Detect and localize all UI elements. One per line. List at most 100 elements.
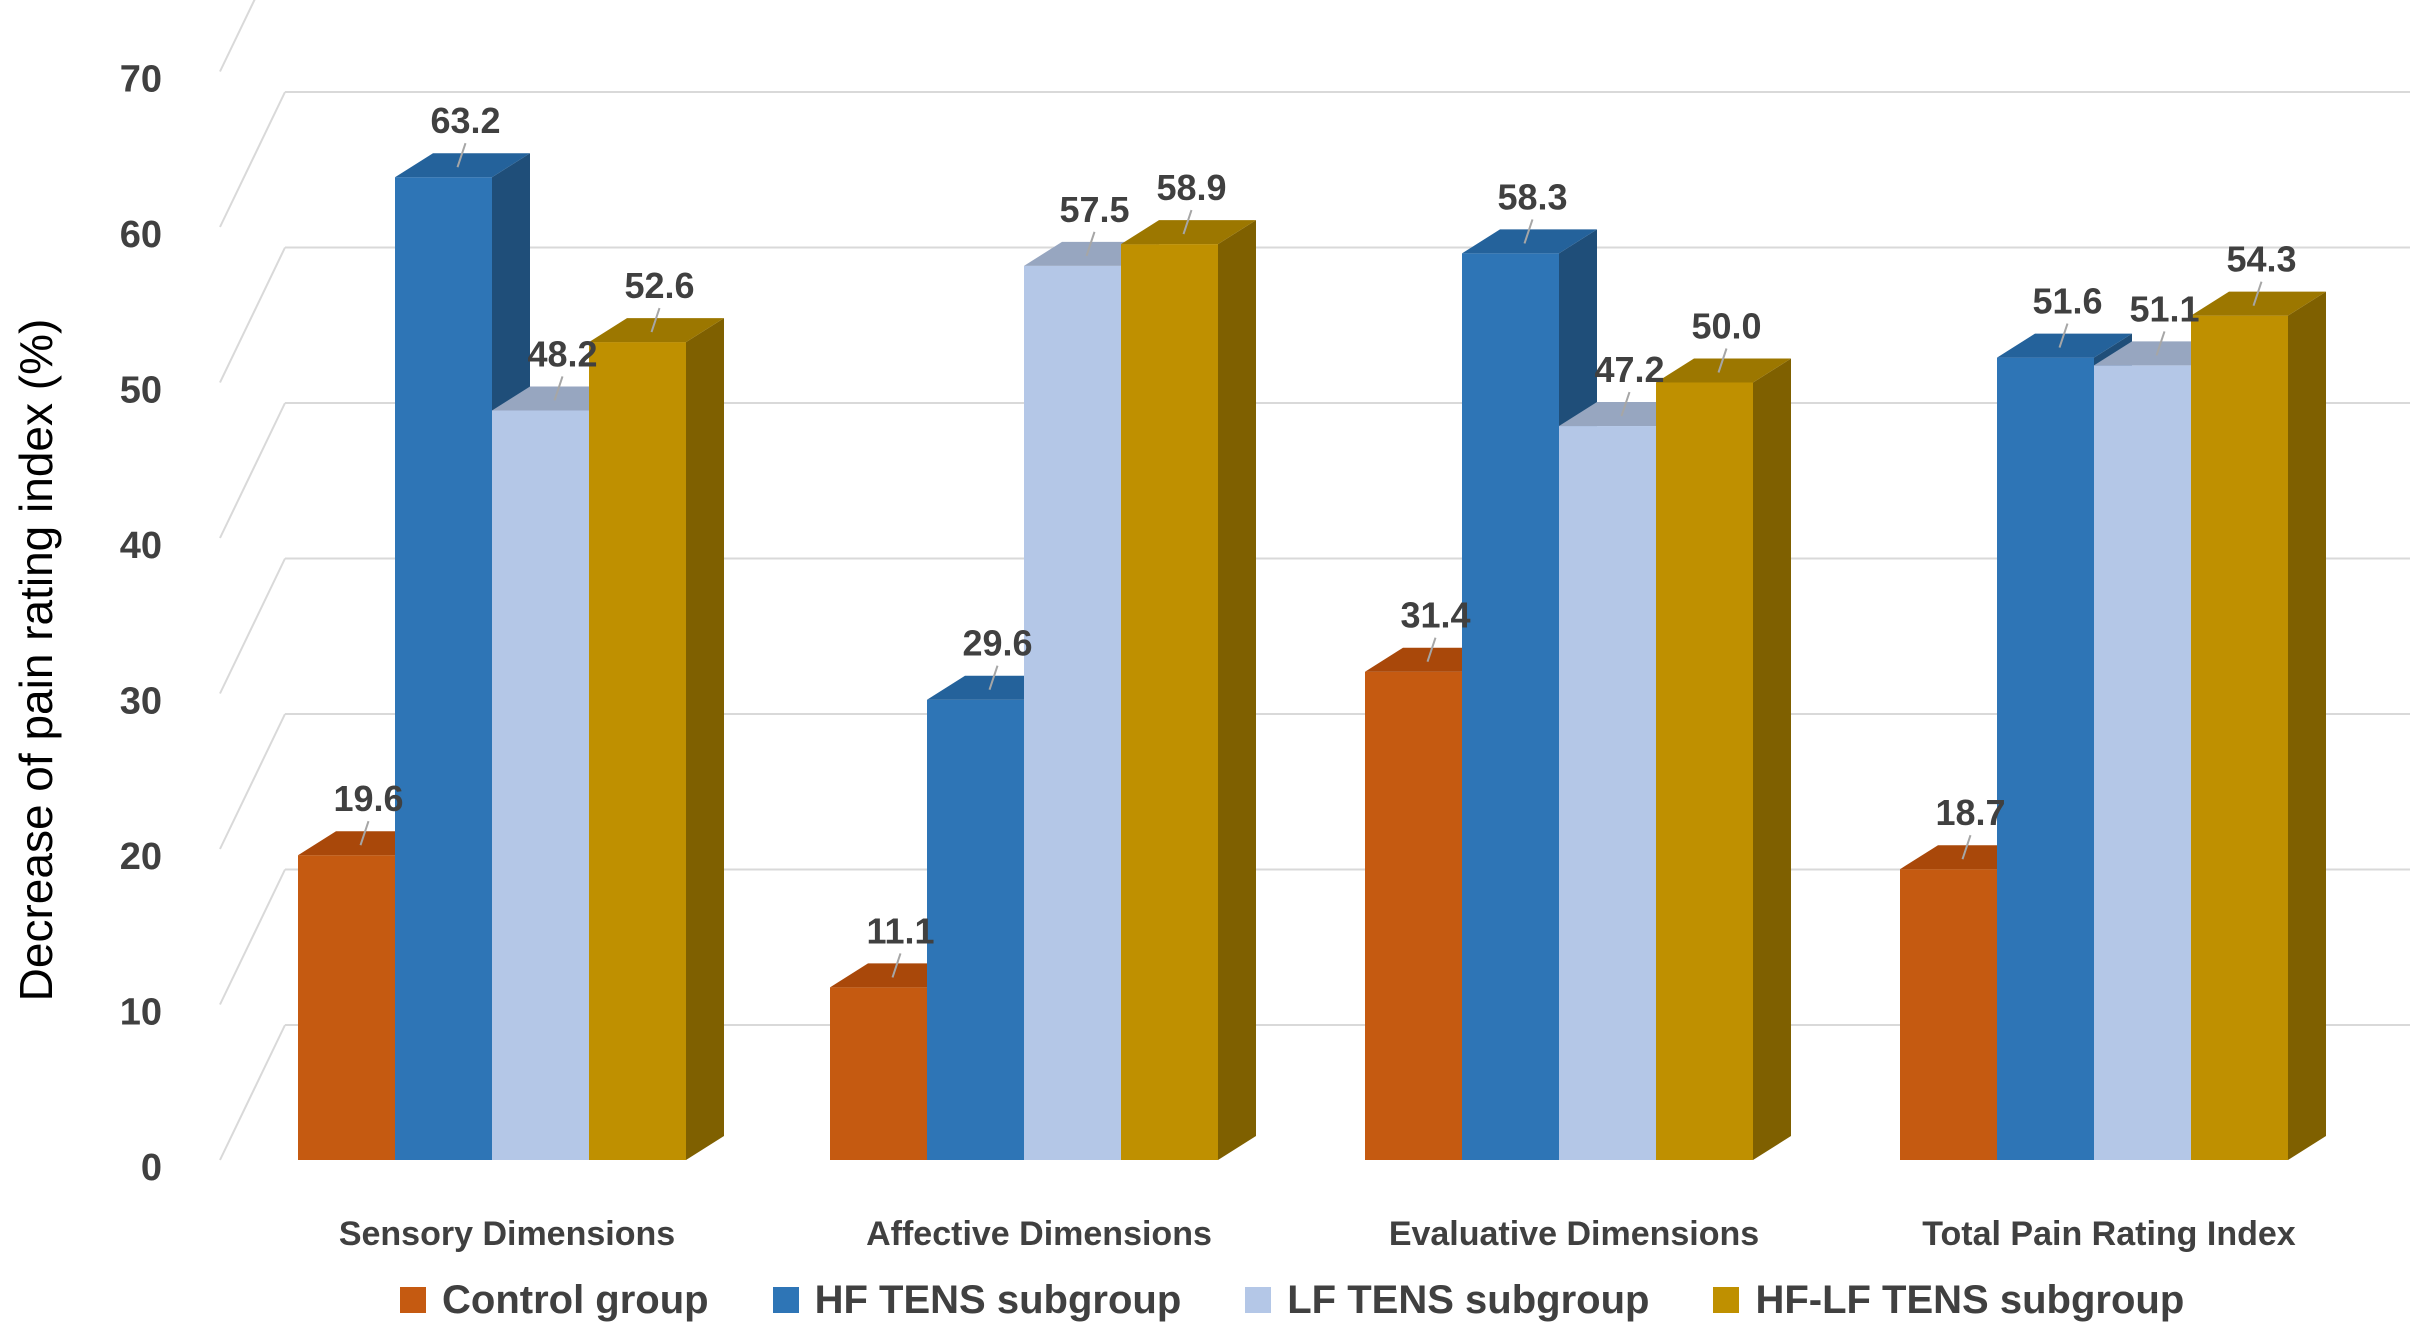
legend-swatch — [772, 1287, 799, 1313]
bar — [1121, 220, 1256, 1161]
gridline-diagonal — [219, 1024, 286, 1161]
bar-top — [1997, 333, 2132, 358]
y-tick-label: 70 — [120, 59, 162, 101]
bar-front — [1365, 671, 1462, 1160]
data-label-leader — [1523, 219, 1534, 244]
data-label: 54.3 — [2226, 239, 2296, 280]
legend-swatch — [1245, 1287, 1272, 1313]
legend-swatch — [1713, 1287, 1740, 1313]
data-labels: 19.6 63.2 48.2 52.6 11.1 29.6 57.5 58.9 31.4 58.3… — [333, 100, 2297, 978]
data-label: 57.5 — [1059, 189, 1129, 230]
x-tick-label: Evaluative Dimensions — [1389, 1215, 1759, 1253]
y-tick-label: 0 — [141, 1147, 162, 1189]
data-label: 11.1 — [866, 910, 934, 951]
y-tick-label: 50 — [120, 370, 162, 412]
bar-top — [1462, 229, 1597, 254]
legend-label: HF-LF TENS subgroup — [1755, 1277, 2185, 1322]
data-label-leader — [891, 953, 902, 978]
data-label: 51.1 — [2129, 288, 2199, 329]
bar-front — [1024, 265, 1121, 1160]
bar-top — [395, 153, 530, 178]
data-label: 18.7 — [1935, 792, 2005, 833]
data-label-leader — [1085, 231, 1096, 257]
gridline-diagonal — [219, 713, 286, 850]
data-label: 47.2 — [1594, 349, 1664, 390]
gridline-diagonal — [219, 91, 286, 228]
bar-top — [589, 318, 724, 343]
data-label: 51.6 — [2032, 281, 2102, 322]
gridline-diagonal — [219, 247, 286, 383]
data-label-leader — [650, 307, 661, 333]
legend-item: HF-LF TENS subgroup — [1713, 1278, 2184, 1323]
legend-item: LF TENS subgroup — [1245, 1278, 1649, 1323]
bar-top — [1121, 220, 1256, 245]
data-label: 31.4 — [1400, 595, 1470, 636]
data-label-leader — [2252, 281, 2263, 306]
data-label: 52.6 — [624, 265, 694, 306]
y-axis-ticks: 0 10 20 30 40 50 60 70 — [120, 59, 162, 1190]
bar-side — [1218, 220, 1256, 1161]
bar-front — [2191, 315, 2288, 1160]
bar-front — [1121, 244, 1218, 1161]
legend-label: Control group — [442, 1277, 709, 1322]
gridline-diagonal — [219, 0, 256, 72]
x-tick-label: Sensory Dimensions — [339, 1215, 675, 1253]
bar-front — [1559, 426, 1656, 1160]
data-label-leader — [1426, 637, 1437, 663]
bar-top — [2191, 291, 2326, 316]
data-label: 58.3 — [1497, 176, 1567, 217]
bar-side — [2288, 291, 2326, 1160]
data-label-leader — [1961, 834, 1972, 860]
bar-front — [589, 342, 686, 1160]
y-tick-label: 30 — [120, 681, 162, 723]
bar — [1656, 358, 1791, 1160]
data-label: 58.9 — [1156, 167, 1226, 208]
data-label-leader — [1620, 391, 1631, 417]
bar-front — [2094, 365, 2191, 1160]
data-label-leader — [456, 142, 467, 168]
bars — [298, 153, 2326, 1161]
legend-swatch — [400, 1287, 426, 1313]
bar-side — [1753, 358, 1791, 1160]
y-tick-label: 40 — [120, 525, 162, 567]
data-label: 50.0 — [1691, 306, 1761, 347]
data-label: 48.2 — [527, 333, 597, 374]
data-label: 63.2 — [430, 100, 500, 141]
x-tick-label: Total Pain Rating Index — [1922, 1215, 2295, 1253]
gridline-diagonal — [219, 558, 286, 694]
y-tick-label: 10 — [120, 992, 162, 1034]
legend-item: Control group — [400, 1278, 709, 1323]
bar-front — [1656, 382, 1753, 1160]
y-axis-label: Decrease of pain rating index (%) — [10, 319, 62, 1002]
bar-front — [1997, 357, 2094, 1160]
gridline-diagonal — [219, 402, 286, 539]
bar-front — [830, 987, 927, 1160]
bar — [2191, 291, 2326, 1160]
x-axis-categories: Sensory Dimensions Affective Dimensions Ev… — [339, 1215, 2296, 1253]
bar-front — [927, 699, 1024, 1160]
gridline-diagonal — [219, 869, 286, 1005]
data-label-leader — [359, 820, 370, 846]
data-label-leader — [988, 665, 999, 691]
data-label-leader — [2155, 331, 2166, 356]
bar-top — [1656, 358, 1791, 383]
bar — [589, 318, 724, 1160]
legend: Control group HF TENS subgroup LF TENS sub… — [400, 1270, 2300, 1330]
bar-front — [1462, 253, 1559, 1160]
legend-item: HF TENS subgroup — [772, 1277, 1182, 1323]
data-label-leader — [1182, 209, 1193, 235]
bar-front — [1900, 869, 1997, 1160]
data-label-leader — [2058, 323, 2069, 348]
legend-label: HF TENS subgroup — [814, 1277, 1182, 1322]
legend-label: LF TENS subgroup — [1287, 1277, 1650, 1322]
bar-front — [298, 855, 395, 1160]
x-tick-label: Affective Dimensions — [866, 1215, 1212, 1253]
bar-front — [492, 410, 589, 1160]
data-label: 19.6 — [333, 778, 403, 819]
y-tick-label: 20 — [120, 836, 162, 878]
data-label-leader — [1717, 348, 1728, 373]
data-label: 29.6 — [962, 623, 1032, 664]
data-label-leader — [553, 376, 564, 401]
bar-front — [395, 177, 492, 1161]
